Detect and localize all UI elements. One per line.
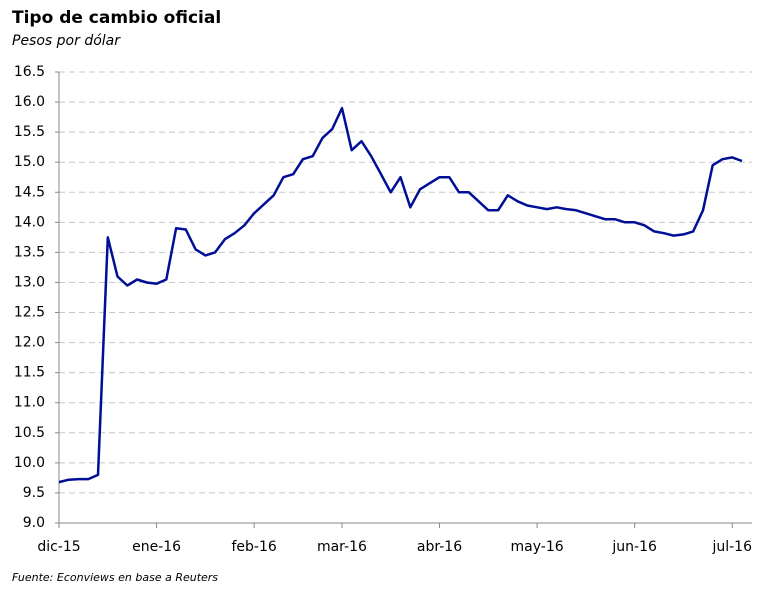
x-tick-label: feb-16: [231, 539, 276, 555]
x-tick-label: jun-16: [611, 539, 657, 555]
source-note: Fuente: Econviews en base a Reuters: [12, 571, 218, 584]
y-tick-label: 13.0: [14, 274, 45, 290]
y-tick-label: 10.5: [14, 425, 45, 441]
y-tick-label: 10.0: [14, 455, 45, 471]
x-tick-label: mar-16: [317, 539, 367, 555]
y-tick-label: 11.0: [14, 395, 45, 411]
y-tick-label: 14.5: [14, 184, 45, 200]
y-tick-label: 11.5: [14, 365, 45, 381]
y-tick-label: 15.5: [14, 124, 45, 140]
x-tick-label: may-16: [511, 539, 564, 555]
y-tick-label: 14.0: [14, 214, 45, 230]
chart-title: Tipo de cambio oficial: [12, 8, 221, 28]
chart-subtitle: Pesos por dólar: [12, 33, 121, 49]
x-tick-label: dic-15: [37, 539, 80, 555]
y-tick-label: 15.0: [14, 154, 45, 170]
y-tick-label: 12.5: [14, 305, 45, 321]
x-tick-label: ene-16: [132, 539, 181, 555]
y-tick-label: 12.0: [14, 335, 45, 351]
x-tick-label: abr-16: [417, 539, 462, 555]
y-tick-label: 9.0: [23, 515, 45, 531]
y-tick-label: 16.5: [14, 64, 45, 80]
y-tick-label: 13.5: [14, 244, 45, 260]
line-series: [58, 106, 743, 484]
y-tick-label: 16.0: [14, 94, 45, 110]
y-tick-label: 9.5: [23, 485, 45, 501]
x-tick-label: jul-16: [711, 539, 752, 555]
